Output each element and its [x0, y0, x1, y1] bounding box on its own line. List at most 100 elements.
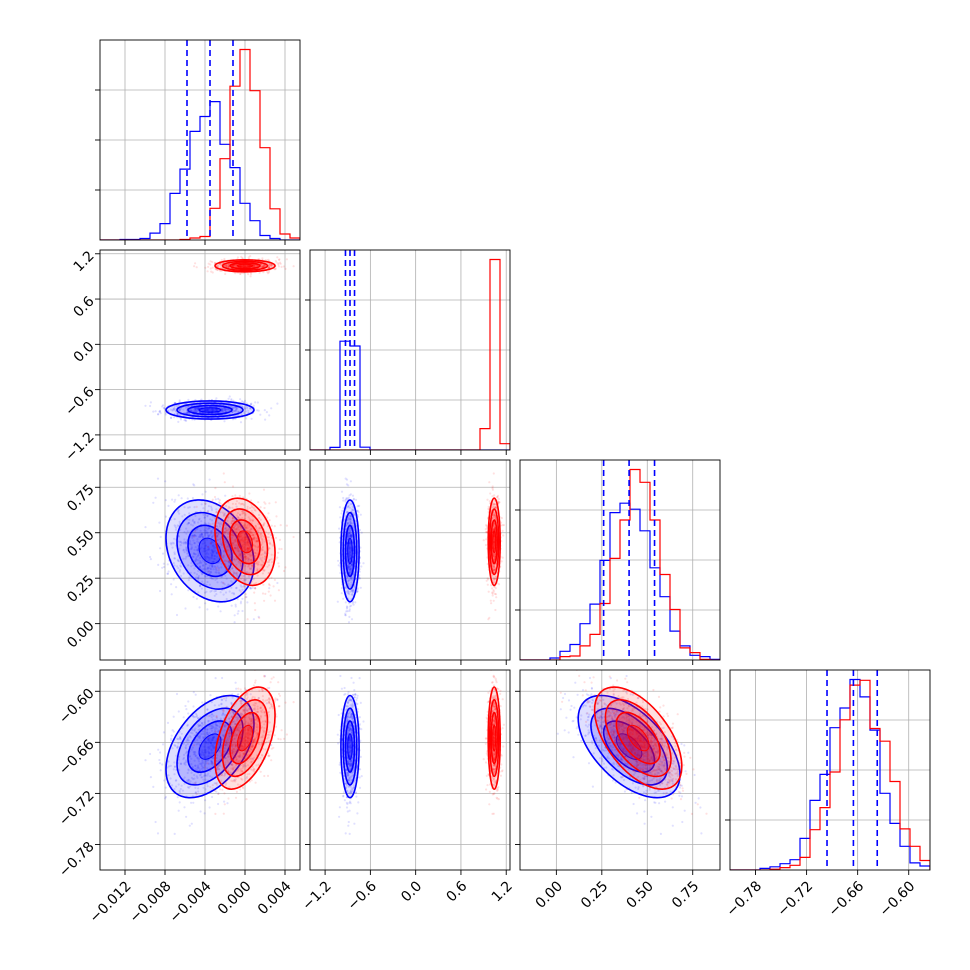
sample-point	[347, 579, 350, 582]
sample-point	[484, 543, 487, 547]
sample-point	[230, 536, 233, 539]
sample-point	[198, 517, 201, 520]
sample-point	[222, 514, 225, 518]
sample-point	[488, 481, 491, 484]
sample-point	[190, 409, 193, 412]
sample-point	[228, 405, 231, 408]
sample-point	[195, 406, 199, 410]
sample-point	[230, 604, 233, 607]
sample-point	[217, 265, 220, 268]
sample-point	[246, 571, 249, 574]
sample-point	[349, 554, 352, 557]
sample-point	[351, 590, 355, 593]
sample-point	[234, 605, 237, 608]
sample-point	[242, 539, 245, 542]
sample-point	[260, 549, 263, 552]
sample-point	[260, 534, 263, 537]
sample-point	[234, 502, 237, 506]
sample-point	[227, 263, 230, 267]
sample-point	[268, 584, 271, 587]
sample-point	[500, 560, 503, 563]
sample-point	[222, 554, 225, 557]
sample-point	[204, 557, 207, 560]
sample-point	[246, 538, 249, 541]
sample-point	[238, 542, 241, 545]
sample-point	[346, 523, 349, 526]
sample-point	[268, 262, 271, 266]
sample-point	[348, 516, 351, 519]
sample-point	[346, 521, 349, 525]
sample-point	[267, 258, 270, 261]
sample-point	[268, 541, 271, 544]
sample-point	[193, 408, 196, 411]
sample-point	[261, 563, 264, 566]
sample-point	[250, 566, 253, 569]
sample-point	[279, 262, 282, 265]
sample-point	[249, 530, 252, 533]
sample-point	[203, 516, 206, 519]
sample-point	[246, 538, 249, 541]
sample-point	[244, 555, 247, 558]
sample-point	[188, 512, 191, 515]
sample-point	[239, 264, 242, 267]
sample-point	[217, 566, 220, 570]
sample-point	[241, 575, 244, 578]
sample-point	[253, 563, 256, 566]
sample-point	[233, 531, 236, 534]
sample-point	[209, 523, 212, 526]
sample-point	[172, 542, 175, 545]
sample-point	[205, 408, 208, 411]
sample-point	[273, 268, 277, 271]
sample-point	[277, 265, 280, 268]
sample-point	[231, 530, 234, 533]
sample-point	[203, 529, 206, 532]
sample-point	[193, 521, 196, 524]
sample-point	[254, 608, 257, 612]
sample-point	[171, 408, 174, 411]
sample-point	[178, 399, 181, 402]
sample-point	[208, 408, 211, 411]
sample-point	[347, 566, 350, 569]
sample-point	[199, 547, 202, 551]
sample-point	[336, 600, 339, 603]
sample-point	[212, 560, 215, 563]
sample-point	[254, 587, 257, 590]
sample-point	[263, 569, 266, 572]
sample-point	[359, 586, 362, 589]
sample-point	[254, 525, 257, 528]
sample-point	[252, 618, 255, 621]
sample-point	[232, 570, 235, 573]
sample-point	[263, 550, 266, 553]
sample-point	[349, 493, 352, 496]
sample-point	[212, 410, 215, 413]
sample-point	[206, 567, 209, 570]
sample-point	[350, 593, 353, 596]
sample-point	[247, 539, 250, 542]
sample-point	[348, 615, 351, 618]
sample-point	[178, 547, 181, 550]
sample-point	[264, 555, 267, 559]
sample-point	[207, 567, 210, 570]
sample-point	[211, 561, 215, 564]
sample-point	[231, 513, 234, 516]
sample-point	[349, 571, 352, 574]
sample-point	[210, 509, 214, 512]
sample-point	[254, 524, 257, 527]
sample-point	[269, 263, 272, 266]
sample-point	[238, 541, 241, 544]
sample-point	[248, 572, 251, 575]
sample-point	[191, 519, 194, 522]
sample-point	[205, 555, 208, 558]
sample-point	[244, 264, 247, 268]
sample-point	[282, 569, 286, 573]
sample-point	[360, 531, 363, 534]
sample-point	[173, 401, 176, 405]
sample-point	[253, 264, 256, 267]
sample-point	[345, 586, 348, 589]
sample-point	[225, 263, 228, 267]
sample-point	[188, 576, 191, 579]
sample-point	[211, 260, 214, 264]
sample-point	[223, 408, 226, 411]
sample-point	[152, 785, 155, 788]
sample-point	[224, 272, 227, 276]
